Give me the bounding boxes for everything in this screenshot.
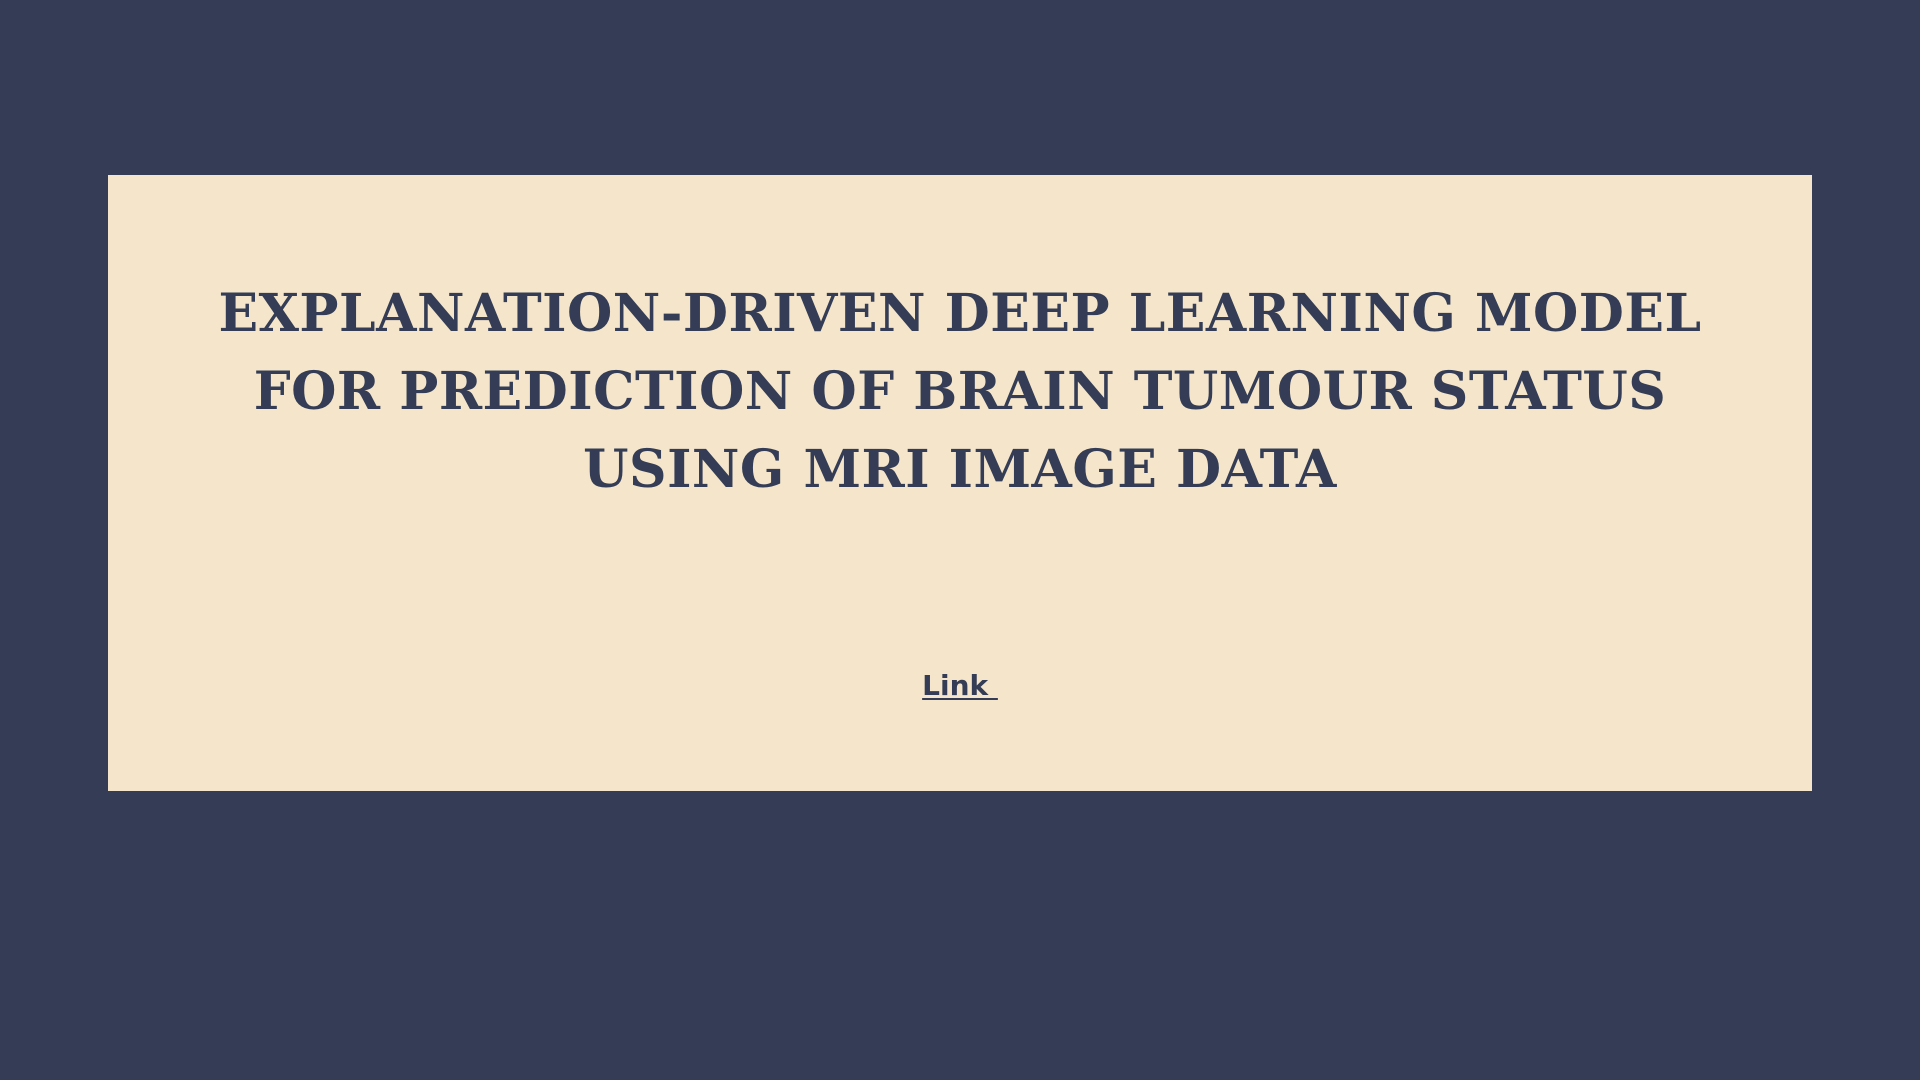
page-title: EXPLANATION-DRIVEN DEEP LEARNING MODEL F… <box>218 283 1702 500</box>
link[interactable]: Link <box>922 669 998 702</box>
title-card: EXPLANATION-DRIVEN DEEP LEARNING MODEL F… <box>108 175 1812 791</box>
link-container: Link <box>108 668 1812 704</box>
